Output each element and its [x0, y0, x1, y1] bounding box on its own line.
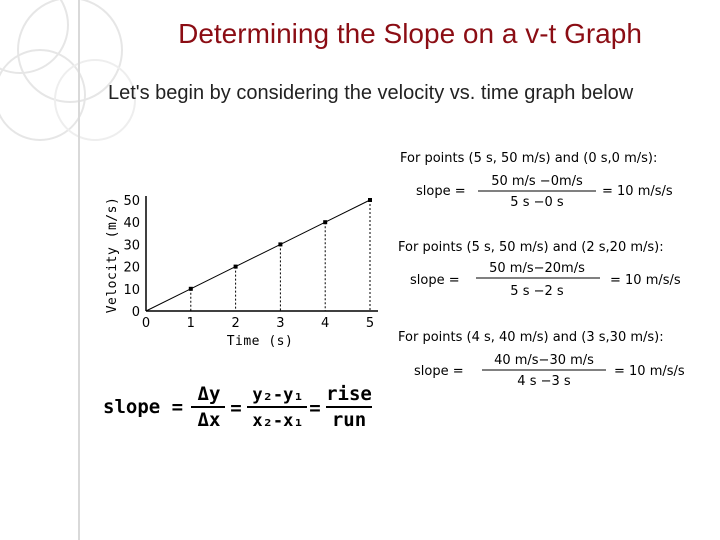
example-1-numerator: 50 m/s −0m/s — [491, 174, 583, 189]
series-line — [145, 199, 371, 312]
formula-eq-1: = — [230, 397, 241, 419]
x-tick-label: 1 — [187, 316, 195, 331]
x-axis-label: Time (s) — [227, 334, 294, 349]
example-3-heading: For points (4 s, 40 m/s) and (3 s,30 m/s… — [398, 330, 664, 345]
y-tick-label: 50 — [123, 194, 140, 209]
formula-num-rise: rise — [326, 383, 372, 405]
y-axis-label: Velocity (m/s) — [105, 197, 120, 314]
decorative-vertical-line — [78, 0, 80, 540]
example-2-result: = 10 m/s/s — [610, 273, 681, 288]
y-tick-label: 30 — [123, 238, 140, 253]
y-tick-label: 40 — [123, 216, 140, 231]
example-2-denominator: 5 s −2 s — [510, 284, 564, 299]
example-3-denominator: 4 s −3 s — [517, 374, 571, 389]
x-tick-label: 0 — [142, 316, 150, 331]
data-point — [368, 198, 372, 202]
velocity-time-chart: 0 10 20 30 40 50 0 1 2 3 4 5 Time (s) Velocity (m/… — [105, 194, 378, 349]
formula-den-delta-x: Δx — [198, 409, 221, 431]
x-tick-label: 2 — [231, 316, 239, 331]
data-point — [188, 286, 193, 291]
y-tick-label: 0 — [132, 305, 140, 320]
x-tick-labels: 0 1 2 3 4 5 — [142, 316, 374, 331]
data-point — [278, 242, 283, 247]
example-2-numerator: 50 m/s−20m/s — [489, 261, 585, 276]
example-3-result: = 10 m/s/s — [614, 364, 685, 379]
example-1-result: = 10 m/s/s — [602, 184, 673, 199]
y-tick-label: 20 — [123, 261, 140, 276]
example-2-heading: For points (5 s, 50 m/s) and (2 s,20 m/s… — [398, 240, 664, 255]
data-points — [188, 198, 372, 291]
example-3-numerator: 40 m/s−30 m/s — [494, 353, 594, 368]
example-3: For points (4 s, 40 m/s) and (3 s,30 m/s… — [398, 330, 685, 389]
data-point — [323, 220, 328, 225]
intro-text: Let's begin by considering the velocity … — [108, 82, 634, 104]
example-1-denominator: 5 s −0 s — [510, 195, 564, 210]
example-3-lhs: slope = — [414, 364, 464, 379]
formula-num-delta-y: Δy — [198, 383, 221, 405]
y-tick-labels: 0 10 20 30 40 50 — [123, 194, 140, 320]
formula-den-x-diff: x₂-x₁ — [252, 411, 303, 431]
formula-den-run: run — [332, 409, 366, 431]
example-2-lhs: slope = — [410, 273, 460, 288]
slope-formula: slope = Δy Δx = y₂-y₁ x₂-x₁ = rise run — [103, 383, 372, 431]
x-tick-label: 4 — [321, 316, 329, 331]
formula-eq-2: = — [309, 397, 320, 419]
slide-title: Determining the Slope on a v-t Graph — [178, 18, 642, 49]
x-tick-label: 5 — [366, 316, 374, 331]
example-1-heading: For points (5 s, 50 m/s) and (0 s,0 m/s)… — [400, 151, 657, 166]
example-2: For points (5 s, 50 m/s) and (2 s,20 m/s… — [398, 240, 681, 299]
data-point — [233, 264, 238, 269]
formula-lhs: slope = — [103, 396, 183, 418]
drop-lines — [190, 200, 371, 311]
example-1: For points (5 s, 50 m/s) and (0 s,0 m/s)… — [400, 151, 673, 210]
x-tick-label: 3 — [276, 316, 284, 331]
formula-num-y-diff: y₂-y₁ — [252, 385, 303, 405]
y-tick-label: 10 — [123, 283, 140, 298]
example-1-lhs: slope = — [416, 184, 466, 199]
decorative-rings — [0, 0, 136, 141]
